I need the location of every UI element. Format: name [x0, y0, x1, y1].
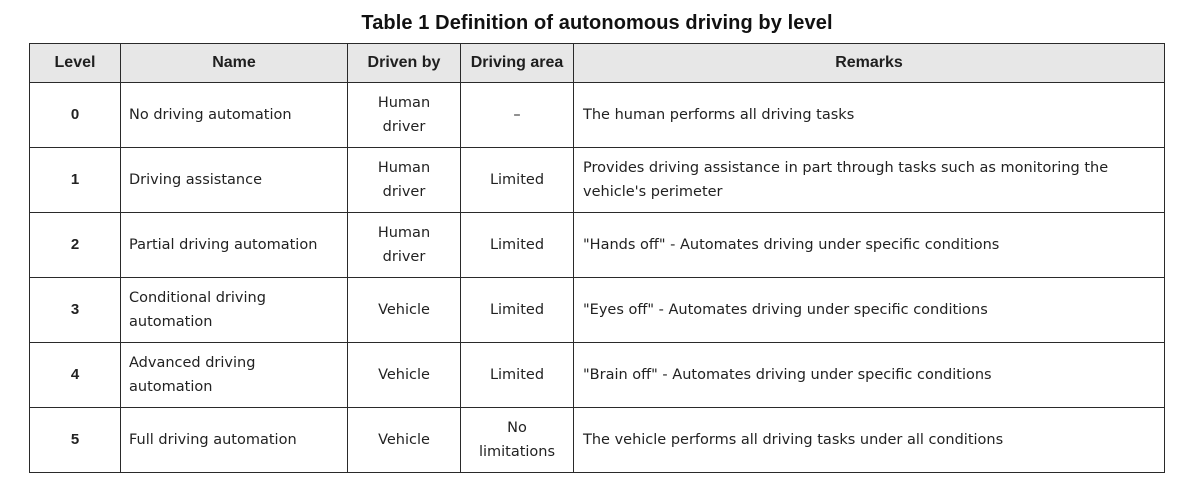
driving-area-cell: No limitations — [460, 407, 574, 473]
driven-by-text: Vehicle — [378, 367, 430, 383]
driving-area-text: Limited — [489, 367, 545, 383]
driven-by-text: Human driver — [377, 225, 431, 265]
driven-by-cell: Vehicle — [347, 407, 461, 473]
driven-by-cell: Vehicle — [347, 342, 461, 408]
driving-area-cell: – — [460, 82, 574, 148]
table-title: Table 1 Definition of autonomous driving… — [361, 12, 833, 34]
driven-by-cell: Human driver — [347, 147, 461, 213]
name-text: Full driving automation — [129, 432, 297, 448]
driven-by-cell: Human driver — [347, 212, 461, 278]
level-cell: 2 — [29, 212, 121, 278]
header-driven-by: Driven by — [347, 43, 461, 83]
remarks-cell: Provides driving assistance in part thro… — [573, 147, 1165, 213]
header-remarks: Remarks — [573, 43, 1165, 83]
table-row: 3 Conditional driving automation Vehicle… — [29, 277, 1165, 343]
driven-by-text: Human driver — [377, 160, 431, 200]
driving-area-cell: Limited — [460, 147, 574, 213]
remarks-cell: The vehicle performs all driving tasks u… — [573, 407, 1165, 473]
driven-by-text: Human driver — [377, 95, 431, 135]
name-cell: Driving assistance — [120, 147, 348, 213]
name-text: No driving automation — [129, 107, 292, 123]
header-level: Level — [29, 43, 121, 83]
name-cell: No driving automation — [120, 82, 348, 148]
remarks-cell: "Brain off" - Automates driving under sp… — [573, 342, 1165, 408]
header-name: Name — [120, 43, 348, 83]
remarks-text: "Hands off" - Automates driving under sp… — [583, 237, 1000, 253]
table-row: 4 Advanced driving automation Vehicle Li… — [29, 342, 1165, 408]
driven-by-text: Vehicle — [378, 302, 430, 318]
table-row: 5 Full driving automation Vehicle No lim… — [29, 407, 1165, 473]
table-row: 2 Partial driving automation Human drive… — [29, 212, 1165, 278]
driving-area-text: No limitations — [478, 420, 556, 460]
name-cell: Advanced driving automation — [120, 342, 348, 408]
name-text: Advanced driving automation — [129, 355, 256, 395]
table-row: 0 No driving automation Human driver – T… — [29, 82, 1165, 148]
name-cell: Conditional driving automation — [120, 277, 348, 343]
driving-area-text: Limited — [489, 302, 545, 318]
driven-by-cell: Human driver — [347, 82, 461, 148]
name-text: Driving assistance — [129, 172, 262, 188]
driving-area-text: Limited — [489, 237, 545, 253]
remarks-cell: The human performs all driving tasks — [573, 82, 1165, 148]
driving-area-text: Limited — [489, 172, 545, 188]
driving-area-cell: Limited — [460, 342, 574, 408]
table-header-row: Level Name Driven by Driving area Remark… — [29, 43, 1165, 83]
remarks-text: The vehicle performs all driving tasks u… — [583, 432, 1004, 448]
remarks-text: The human performs all driving tasks — [583, 107, 855, 123]
driving-area-text: – — [513, 107, 521, 123]
driven-by-cell: Vehicle — [347, 277, 461, 343]
driving-area-cell: Limited — [460, 212, 574, 278]
level-cell: 1 — [29, 147, 121, 213]
level-cell: 3 — [29, 277, 121, 343]
level-cell: 0 — [29, 82, 121, 148]
remarks-text: "Eyes off" - Automates driving under spe… — [583, 302, 988, 318]
header-driving-area: Driving area — [460, 43, 574, 83]
name-cell: Partial driving automation — [120, 212, 348, 278]
driven-by-text: Vehicle — [378, 432, 430, 448]
name-text: Conditional driving automation — [129, 290, 266, 330]
remarks-cell: "Eyes off" - Automates driving under spe… — [573, 277, 1165, 343]
remarks-text: Provides driving assistance in part thro… — [583, 160, 1109, 200]
autonomous-driving-levels-table: Level Name Driven by Driving area Remark… — [29, 43, 1165, 473]
remarks-cell: "Hands off" - Automates driving under sp… — [573, 212, 1165, 278]
remarks-text: "Brain off" - Automates driving under sp… — [583, 367, 992, 383]
name-text: Partial driving automation — [129, 237, 318, 253]
driving-area-cell: Limited — [460, 277, 574, 343]
level-cell: 4 — [29, 342, 121, 408]
table-row: 1 Driving assistance Human driver Limite… — [29, 147, 1165, 213]
level-cell: 5 — [29, 407, 121, 473]
name-cell: Full driving automation — [120, 407, 348, 473]
